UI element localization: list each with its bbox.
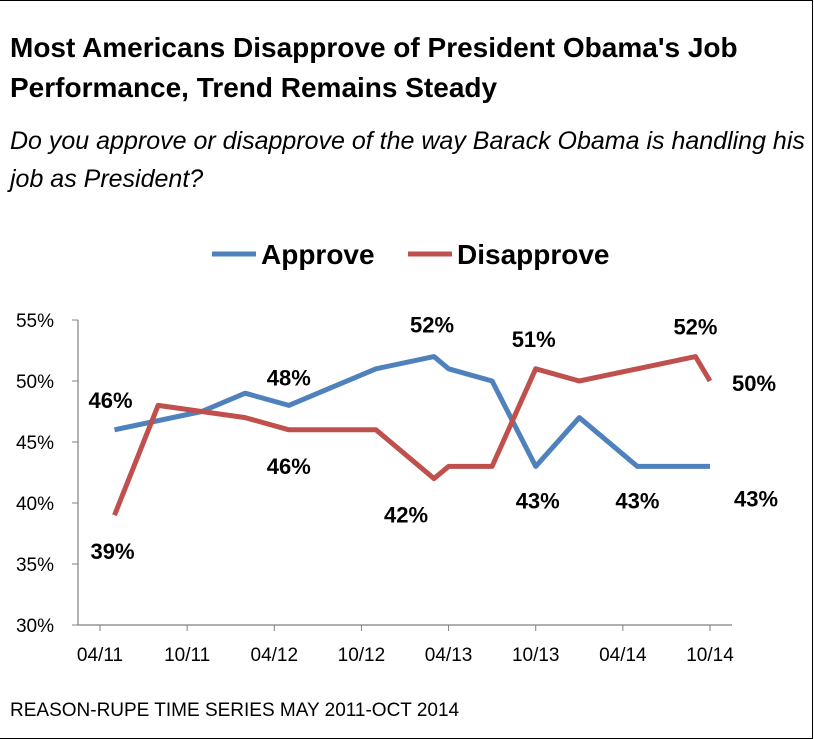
x-tick-label: 04/12 [251, 645, 299, 666]
y-tick-label: 35% [16, 555, 54, 576]
chart-subtitle: Do you approve or disapprove of the way … [10, 127, 805, 193]
data-label: 52% [410, 313, 454, 338]
data-label: 42% [384, 503, 428, 528]
x-tick-label: 10/14 [686, 645, 734, 666]
y-tick-label: 40% [16, 494, 54, 515]
data-label: 48% [267, 365, 311, 390]
data-label: 52% [673, 315, 717, 340]
y-tick-label: 30% [16, 616, 54, 637]
x-tick-label: 04/14 [599, 645, 647, 666]
x-tick-label: 04/11 [77, 645, 123, 666]
data-label: 43% [615, 488, 659, 513]
x-tick-label: 10/11 [164, 645, 210, 666]
data-label: 46% [267, 454, 311, 479]
data-label: 39% [91, 539, 135, 564]
series-line-approve [113, 354, 710, 469]
chart-title: Most Americans Disapprove of President O… [10, 32, 738, 103]
source-note: REASON-RUPE TIME SERIES MAY 2011-OCT 201… [10, 700, 460, 721]
series-line-disapprove [112, 354, 713, 517]
data-label: 46% [89, 388, 133, 413]
data-label: 50% [732, 371, 776, 396]
x-tick-label: 04/13 [425, 645, 473, 666]
legend-label-disapprove: Disapprove [457, 239, 610, 270]
x-tick-label: 10/12 [338, 645, 386, 666]
y-tick-label: 50% [16, 372, 54, 393]
y-tick-label: 55% [16, 311, 54, 332]
data-label: 43% [734, 486, 778, 511]
x-tick-label: 10/13 [512, 645, 560, 666]
y-tick-label: 45% [16, 433, 54, 454]
data-label: 43% [516, 488, 560, 513]
data-label: 51% [512, 327, 556, 352]
legend-label-approve: Approve [261, 239, 375, 270]
